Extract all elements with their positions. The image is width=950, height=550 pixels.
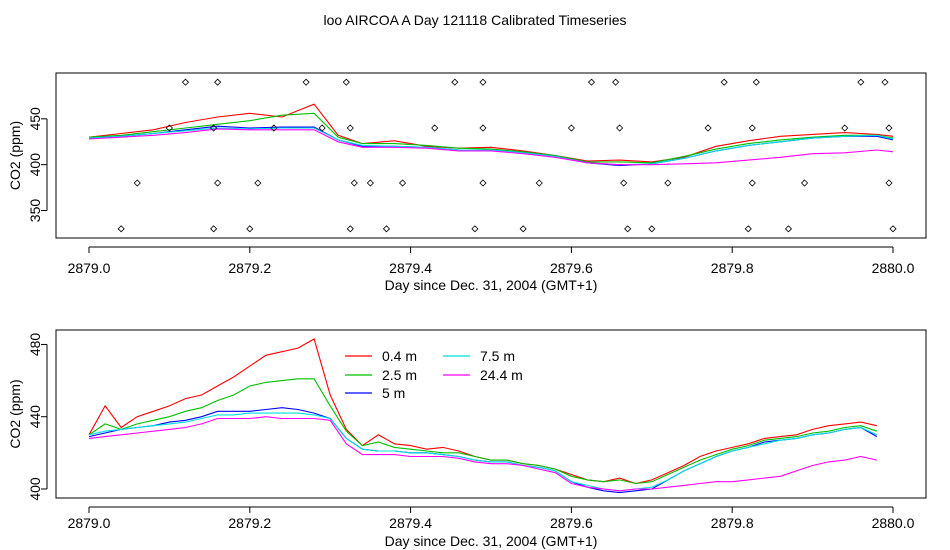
diamond-marker (620, 179, 628, 187)
diamond-marker (720, 78, 728, 86)
diamond-marker (270, 124, 278, 132)
diamond-marker (210, 225, 218, 233)
diamond-marker (479, 124, 487, 132)
series-line-5-m (88, 407, 878, 494)
diamond-marker (519, 225, 527, 233)
diamond-marker (800, 179, 809, 187)
diamond-marker (214, 179, 222, 187)
diamond-marker (624, 225, 632, 233)
diamond-marker (857, 78, 865, 86)
chart-panel-1: 2879.0 2879.2 2879.4 2879.6 2879.8 2880.0 Day … (7, 72, 927, 293)
figure-title: loo AIRCOA A Day 121118 Calibrated Times… (323, 12, 627, 28)
diamond-marker (841, 124, 849, 132)
diamond-marker (752, 78, 760, 86)
legend: 0.4 m 2.5 m 5 m 7.5 m 24.4 m (345, 348, 523, 401)
x-tick-label: 2879.0 (68, 260, 111, 276)
series-line-2-5-m (88, 112, 894, 164)
plot-frame (55, 329, 927, 499)
series-line-24-4-m (88, 128, 894, 166)
plot-frame (55, 72, 927, 239)
diamond-marker (210, 124, 218, 132)
x-tick-label: 2879.4 (389, 515, 432, 531)
x-axis-label: Day since Dec. 31, 2004 (GMT+1) (385, 533, 598, 549)
diamond-marker (181, 78, 190, 86)
diamond-marker (382, 225, 391, 233)
diamond-marker (748, 124, 756, 132)
diamond-marker (704, 124, 712, 132)
series-line-2-5-m (88, 378, 878, 485)
diamond-marker (451, 78, 459, 86)
diamond-marker (885, 124, 893, 132)
diamond-marker (214, 78, 222, 86)
y-tick-label: 480 (27, 333, 43, 357)
legend-label: 0.4 m (382, 348, 417, 364)
diamond-marker (254, 179, 262, 187)
series-line-7-5-m (88, 412, 878, 492)
diamond-marker (350, 179, 358, 187)
diamond-marker (133, 179, 141, 187)
x-tick-label: 2879.0 (68, 515, 111, 531)
diamond-marker (587, 78, 596, 86)
y-axis-label: CO2 (ppm) (7, 121, 23, 190)
diamond-marker (648, 225, 656, 233)
x-axis-label: Day since Dec. 31, 2004 (GMT+1) (385, 277, 598, 293)
y-tick-label: 400 (27, 477, 43, 501)
diamond-marker (664, 179, 672, 187)
x-tick-label: 2879.6 (550, 515, 593, 531)
x-tick-label: 2879.8 (711, 260, 754, 276)
diamond-marker (479, 78, 487, 86)
series-line-5-m (88, 125, 894, 167)
x-tick-label: 2879.8 (711, 515, 754, 531)
diamond-marker (612, 78, 620, 86)
diamond-marker (246, 225, 254, 233)
diamond-marker (535, 179, 543, 187)
diamond-marker (398, 179, 407, 187)
legend-label: 2.5 m (382, 367, 417, 383)
diamond-marker (302, 78, 310, 86)
y-tick-label: 350 (27, 199, 43, 223)
x-tick-label: 2879.6 (550, 260, 593, 276)
diamond-marker (885, 179, 893, 187)
legend-label: 7.5 m (480, 348, 515, 364)
diamond-marker (881, 78, 889, 86)
y-tick-label: 440 (27, 405, 43, 429)
diamond-marker (616, 124, 624, 132)
diamond-marker (117, 225, 125, 233)
legend-label: 5 m (382, 385, 405, 401)
diamond-marker (567, 124, 575, 132)
diamond-marker (342, 78, 350, 86)
x-tick-label: 2880.0 (872, 515, 915, 531)
x-tick-label: 2879.2 (228, 515, 271, 531)
series-line-0-4-m (88, 103, 894, 163)
x-tick-label: 2880.0 (872, 260, 915, 276)
legend-label: 24.4 m (480, 367, 523, 383)
diamond-marker (346, 124, 354, 132)
y-tick-label: 450 (27, 107, 43, 131)
diamond-marker (318, 124, 326, 132)
diamond-marker (784, 225, 793, 233)
chart-panel-2: 2879.0 2879.2 2879.4 2879.6 2879.8 2880.0 Day … (7, 329, 927, 549)
x-tick-label: 2879.2 (228, 260, 271, 276)
diamond-marker (346, 225, 354, 233)
diamond-marker (431, 124, 439, 132)
diamond-marker (366, 179, 374, 187)
diamond-marker (165, 124, 173, 132)
diamond-marker (748, 179, 756, 187)
series-line-7-5-m (88, 127, 894, 166)
diamond-marker (744, 225, 752, 233)
y-axis-label: CO2 (ppm) (7, 379, 23, 448)
series-line-24-4-m (88, 416, 878, 492)
diamond-marker (889, 225, 897, 233)
x-tick-label: 2879.4 (389, 260, 432, 276)
diamond-marker (479, 179, 487, 187)
diamond-marker (471, 225, 479, 233)
y-tick-label: 400 (27, 153, 43, 177)
